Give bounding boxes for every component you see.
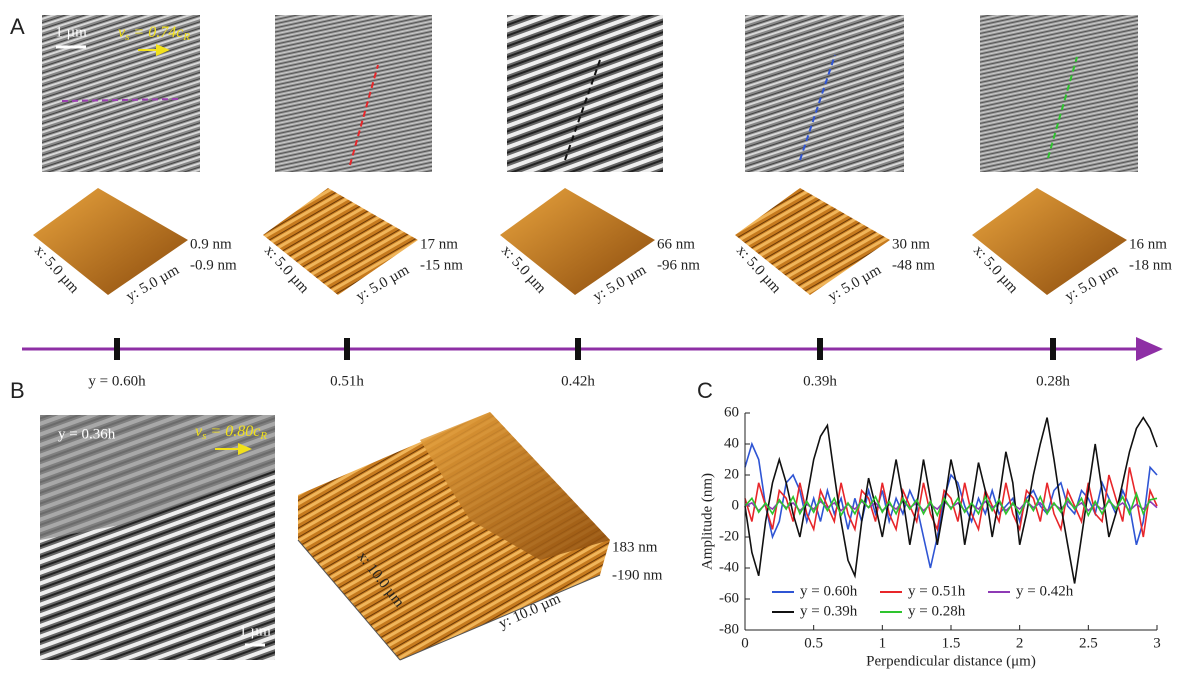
position-label: 0.51h bbox=[330, 373, 364, 389]
timeline-tick bbox=[817, 338, 823, 360]
z-max: 17 nm bbox=[420, 236, 458, 252]
sem-image bbox=[980, 15, 1138, 172]
profile-line bbox=[1047, 56, 1078, 159]
legend-label: y = 0.60h bbox=[800, 583, 858, 599]
y-tick-label: -80 bbox=[719, 621, 739, 637]
z-min: -15 nm bbox=[420, 257, 463, 273]
velocity-label: vs = 0.74cR bbox=[118, 24, 190, 43]
series-line bbox=[744, 500, 1158, 512]
series-line bbox=[744, 416, 1158, 584]
timeline-tick bbox=[344, 338, 350, 360]
y-tick-label: -40 bbox=[719, 559, 739, 575]
afm-3d bbox=[500, 188, 655, 295]
afm-row: x: 5.0 µm y: 5.0 µm0.9 nm-0.9 nm x: 5.0 µm… bbox=[31, 188, 1172, 305]
velocity-symbol: v bbox=[195, 423, 203, 440]
panel-label: B bbox=[10, 378, 25, 403]
sem-image bbox=[745, 15, 904, 172]
position-label: 0.28h bbox=[1036, 373, 1070, 389]
afm-3d bbox=[972, 188, 1127, 295]
y-tick-label: 60 bbox=[724, 404, 739, 420]
profile-line bbox=[564, 59, 601, 161]
x-tick-label: 3 bbox=[1153, 635, 1161, 651]
y-tick-label: -20 bbox=[719, 528, 739, 544]
y-axis-title: Amplitude (nm) bbox=[699, 473, 715, 570]
x-tick-label: 2.5 bbox=[1079, 635, 1098, 651]
position-label: y = 0.36h bbox=[58, 426, 116, 442]
sem-image bbox=[275, 15, 432, 172]
z-max: 16 nm bbox=[1129, 236, 1167, 252]
panel-label: C bbox=[697, 378, 713, 403]
velocity-symbol: v bbox=[118, 24, 126, 41]
series-line bbox=[744, 441, 1158, 569]
sem-shade bbox=[40, 415, 275, 540]
velocity-sub: R bbox=[182, 31, 190, 43]
timeline-tick bbox=[575, 338, 581, 360]
z-min: -48 nm bbox=[892, 257, 935, 273]
position-label: y = 0.60h bbox=[88, 373, 146, 389]
legend-label: y = 0.39h bbox=[800, 603, 858, 619]
sem-images: 1 µm vs = 0.74cR bbox=[42, 15, 1138, 172]
x-tick-label: 1.5 bbox=[942, 635, 961, 651]
z-min: -0.9 nm bbox=[190, 257, 237, 273]
afm-3d bbox=[263, 188, 418, 295]
afm-3d bbox=[735, 188, 890, 295]
sem-image bbox=[42, 15, 200, 172]
legend-label: y = 0.42h bbox=[1016, 583, 1074, 599]
timeline-tick bbox=[1050, 338, 1056, 360]
y-tick-label: 0 bbox=[732, 497, 740, 513]
velocity-label: vs = 0.80cR bbox=[195, 423, 267, 442]
x-axis-title: Perpendicular distance (μm) bbox=[866, 653, 1036, 669]
x-tick-label: 0 bbox=[741, 635, 749, 651]
chart: -80 -60 -40 -20 0 20 40 60 0 0.5 1 1.5 2 2.5 3 Amplitud… bbox=[699, 404, 1160, 669]
z-max: 66 nm bbox=[657, 236, 695, 252]
z-min: -190 nm bbox=[612, 567, 663, 583]
afm-edge bbox=[399, 574, 601, 661]
z-max: 30 nm bbox=[892, 236, 930, 252]
afm-edge bbox=[297, 539, 401, 661]
x-tick-label: 0.5 bbox=[804, 635, 823, 651]
profile-line bbox=[349, 64, 379, 166]
x-tick-label: 1 bbox=[879, 635, 887, 651]
z-min: -96 nm bbox=[657, 257, 700, 273]
timeline-tick bbox=[114, 338, 120, 360]
legend-label: y = 0.28h bbox=[908, 603, 966, 619]
velocity-eq: = 0.74c bbox=[129, 24, 183, 41]
afm-3d bbox=[33, 188, 188, 295]
scale-bar-label: 1 µm bbox=[55, 24, 87, 40]
sem-image bbox=[507, 15, 663, 172]
profile-line bbox=[799, 54, 836, 161]
position-label: 0.42h bbox=[561, 373, 595, 389]
afm-3d-plateau bbox=[420, 412, 610, 560]
panel-label: A bbox=[10, 14, 25, 39]
z-min: -18 nm bbox=[1129, 257, 1172, 273]
y-tick-label: -60 bbox=[719, 590, 739, 606]
position-label: 0.39h bbox=[803, 373, 837, 389]
velocity-eq: = 0.80c bbox=[206, 423, 260, 440]
y-tick-label: 40 bbox=[724, 435, 739, 451]
z-max: 0.9 nm bbox=[190, 236, 232, 252]
series-line bbox=[744, 467, 1158, 538]
velocity-sub: R bbox=[259, 430, 267, 442]
series-line bbox=[744, 491, 1158, 518]
velocity-sub: s bbox=[125, 31, 129, 43]
z-max: 183 nm bbox=[612, 539, 658, 555]
x-tick-label: 2 bbox=[1016, 635, 1024, 651]
y-tick-label: 20 bbox=[724, 466, 739, 482]
scale-bar-label: 1 µm bbox=[239, 623, 271, 639]
legend-label: y = 0.51h bbox=[908, 583, 966, 599]
velocity-sub: s bbox=[202, 430, 206, 442]
